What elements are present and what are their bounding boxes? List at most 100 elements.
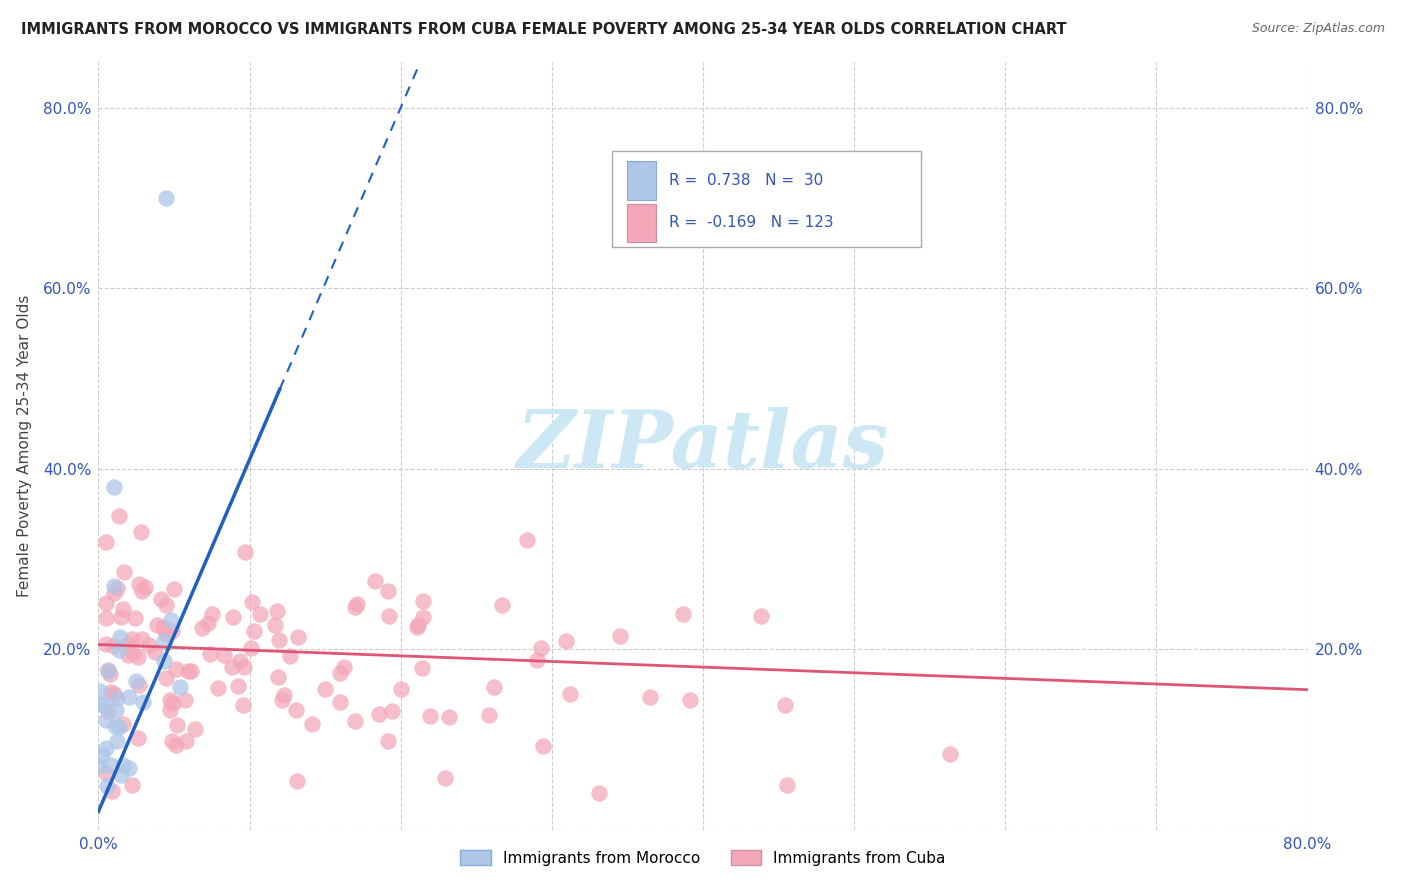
Point [94, 766, 117, 780]
Point [94, 698, 117, 713]
Point [232, 698, 254, 713]
Point [378, 609, 401, 624]
Point [197, 615, 219, 630]
Point [207, 681, 229, 695]
Point [267, 633, 290, 648]
Point [364, 574, 387, 588]
Point [107, 509, 129, 524]
Point [100, 757, 122, 772]
Point [266, 604, 288, 618]
Point [159, 703, 181, 717]
Y-axis label: Female Poverty Among 25-34 Year Olds: Female Poverty Among 25-34 Year Olds [17, 295, 32, 597]
Point [368, 707, 391, 722]
Point [121, 632, 143, 646]
Point [377, 734, 399, 748]
Point [212, 648, 235, 663]
Point [226, 679, 249, 693]
Point [229, 654, 252, 668]
Point [412, 610, 434, 624]
Point [162, 696, 184, 710]
Point [165, 662, 187, 676]
Point [103, 585, 125, 599]
Point [100, 685, 122, 699]
Point [434, 771, 457, 785]
Point [89, 759, 111, 773]
Point [285, 774, 308, 789]
Point [555, 634, 578, 648]
Point [679, 693, 702, 707]
Text: ZIPatlas: ZIPatlas [517, 408, 889, 484]
Point [180, 664, 202, 678]
Point [776, 778, 799, 792]
Point [482, 680, 505, 694]
Point [134, 581, 156, 595]
Point [201, 607, 224, 621]
Point [94, 611, 117, 625]
Point [749, 609, 772, 624]
Point [412, 594, 434, 608]
Point [143, 645, 166, 659]
Point [96, 663, 118, 677]
FancyBboxPatch shape [627, 161, 655, 200]
Point [243, 624, 266, 638]
Point [389, 681, 412, 696]
Point [124, 611, 146, 625]
Point [159, 693, 181, 707]
Point [278, 648, 301, 663]
Point [112, 716, 135, 731]
Point [609, 629, 631, 643]
Point [107, 643, 129, 657]
Point [162, 582, 184, 597]
Point [328, 695, 350, 709]
Point [233, 545, 256, 559]
Point [160, 613, 183, 627]
Point [94, 535, 117, 549]
Point [160, 734, 183, 748]
Point [152, 620, 174, 634]
Point [174, 693, 197, 707]
Point [103, 480, 125, 494]
Point [103, 639, 125, 653]
Point [184, 722, 207, 736]
Point [177, 664, 200, 678]
Point [221, 660, 243, 674]
Point [103, 687, 125, 701]
Point [117, 648, 139, 662]
Point [411, 661, 433, 675]
Point [155, 671, 177, 685]
Point [169, 681, 191, 695]
Point [588, 786, 610, 800]
Point [174, 734, 197, 748]
Point [222, 610, 245, 624]
Point [104, 703, 127, 717]
Point [122, 646, 145, 660]
Point [98, 666, 121, 681]
Point [131, 584, 153, 599]
Point [405, 620, 427, 634]
Point [198, 647, 221, 661]
Point [127, 649, 149, 664]
Point [239, 641, 262, 656]
Text: R =  -0.169   N = 123: R = -0.169 N = 123 [669, 215, 834, 230]
Point [111, 602, 134, 616]
FancyBboxPatch shape [613, 151, 921, 246]
Point [125, 674, 148, 689]
Point [108, 630, 131, 644]
Point [149, 591, 172, 606]
Point [146, 618, 169, 632]
Point [165, 738, 187, 752]
Point [638, 690, 661, 705]
Point [301, 716, 323, 731]
Point [160, 624, 183, 638]
Point [155, 191, 177, 205]
Point [117, 637, 139, 651]
Point [89, 697, 111, 711]
Legend: Immigrants from Morocco, Immigrants from Cuba: Immigrants from Morocco, Immigrants from… [454, 844, 952, 871]
Point [118, 761, 141, 775]
Text: IMMIGRANTS FROM MOROCCO VS IMMIGRANTS FROM CUBA FEMALE POVERTY AMONG 25-34 YEAR : IMMIGRANTS FROM MOROCCO VS IMMIGRANTS FR… [21, 22, 1067, 37]
Point [131, 632, 153, 647]
Point [531, 739, 554, 754]
Point [329, 666, 352, 681]
Point [117, 690, 139, 704]
Point [105, 581, 128, 595]
